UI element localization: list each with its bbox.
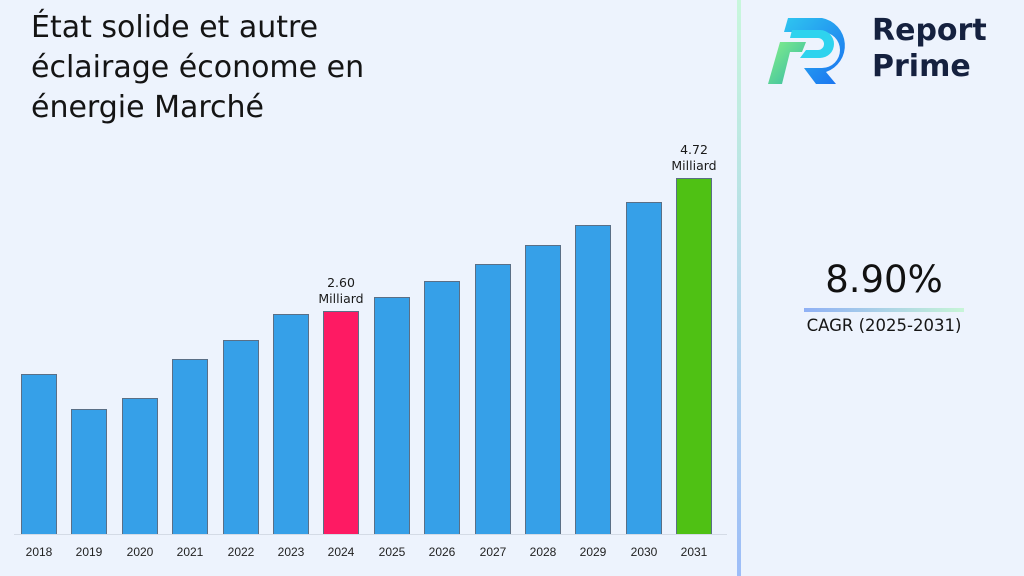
bar-2021 [172, 359, 208, 534]
x-tick-label: 2025 [378, 545, 406, 559]
bar-2019 [71, 409, 107, 534]
bar-2024 [323, 311, 359, 534]
cagr-underline [804, 308, 964, 312]
bar-value-label-2031: 4.72 Milliard [654, 142, 734, 174]
x-tick-label: 2020 [126, 545, 154, 559]
bar-2029 [575, 225, 611, 534]
bar-2030 [626, 202, 662, 534]
x-tick-label: 2031 [680, 545, 708, 559]
x-tick-label: 2030 [630, 545, 658, 559]
bar-2025 [374, 297, 410, 534]
x-tick-label: 2024 [327, 545, 355, 559]
x-tick-label: 2022 [227, 545, 255, 559]
x-tick-label: 2021 [176, 545, 204, 559]
x-axis-baseline [14, 534, 727, 535]
value-unit: Milliard [671, 158, 717, 173]
x-tick-label: 2023 [277, 545, 305, 559]
bar-2026 [424, 281, 460, 534]
bar-2018 [21, 374, 57, 534]
value-amount: 2.60 [327, 275, 355, 290]
x-tick-label: 2018 [25, 545, 53, 559]
brand-line-2: Prime [872, 49, 971, 84]
cagr-label: CAGR (2025-2031) [806, 316, 962, 335]
bar-2020 [122, 398, 158, 534]
brand-line-1: Report [872, 13, 987, 48]
value-unit: Milliard [318, 291, 364, 306]
bar-2028 [525, 245, 561, 534]
bar-chart: 2018 2019 2020 2021 2022 2023 2024 2.60 Milliard… [14, 142, 734, 559]
x-tick-label: 2019 [75, 545, 103, 559]
bar-2022 [223, 340, 259, 534]
bar-value-label-2024: 2.60 Milliard [301, 275, 381, 307]
report-prime-logo-icon [766, 14, 858, 90]
bar-2027 [475, 264, 511, 534]
x-tick-label: 2027 [479, 545, 507, 559]
chart-title: État solide et autre éclairage économe e… [31, 10, 365, 125]
value-amount: 4.72 [680, 142, 708, 157]
bar-2031 [676, 178, 712, 534]
bar-2023 [273, 314, 309, 534]
x-tick-label: 2028 [529, 545, 557, 559]
vertical-divider [737, 0, 741, 576]
x-tick-label: 2029 [579, 545, 607, 559]
brand-name: Report Prime [872, 13, 987, 85]
x-tick-label: 2026 [428, 545, 456, 559]
cagr-value: 8.90% [825, 258, 943, 301]
